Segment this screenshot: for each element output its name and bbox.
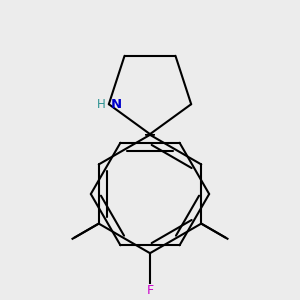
Text: H: H	[97, 98, 106, 111]
Text: N: N	[110, 98, 122, 111]
Text: F: F	[146, 284, 154, 297]
Polygon shape	[145, 134, 155, 135]
